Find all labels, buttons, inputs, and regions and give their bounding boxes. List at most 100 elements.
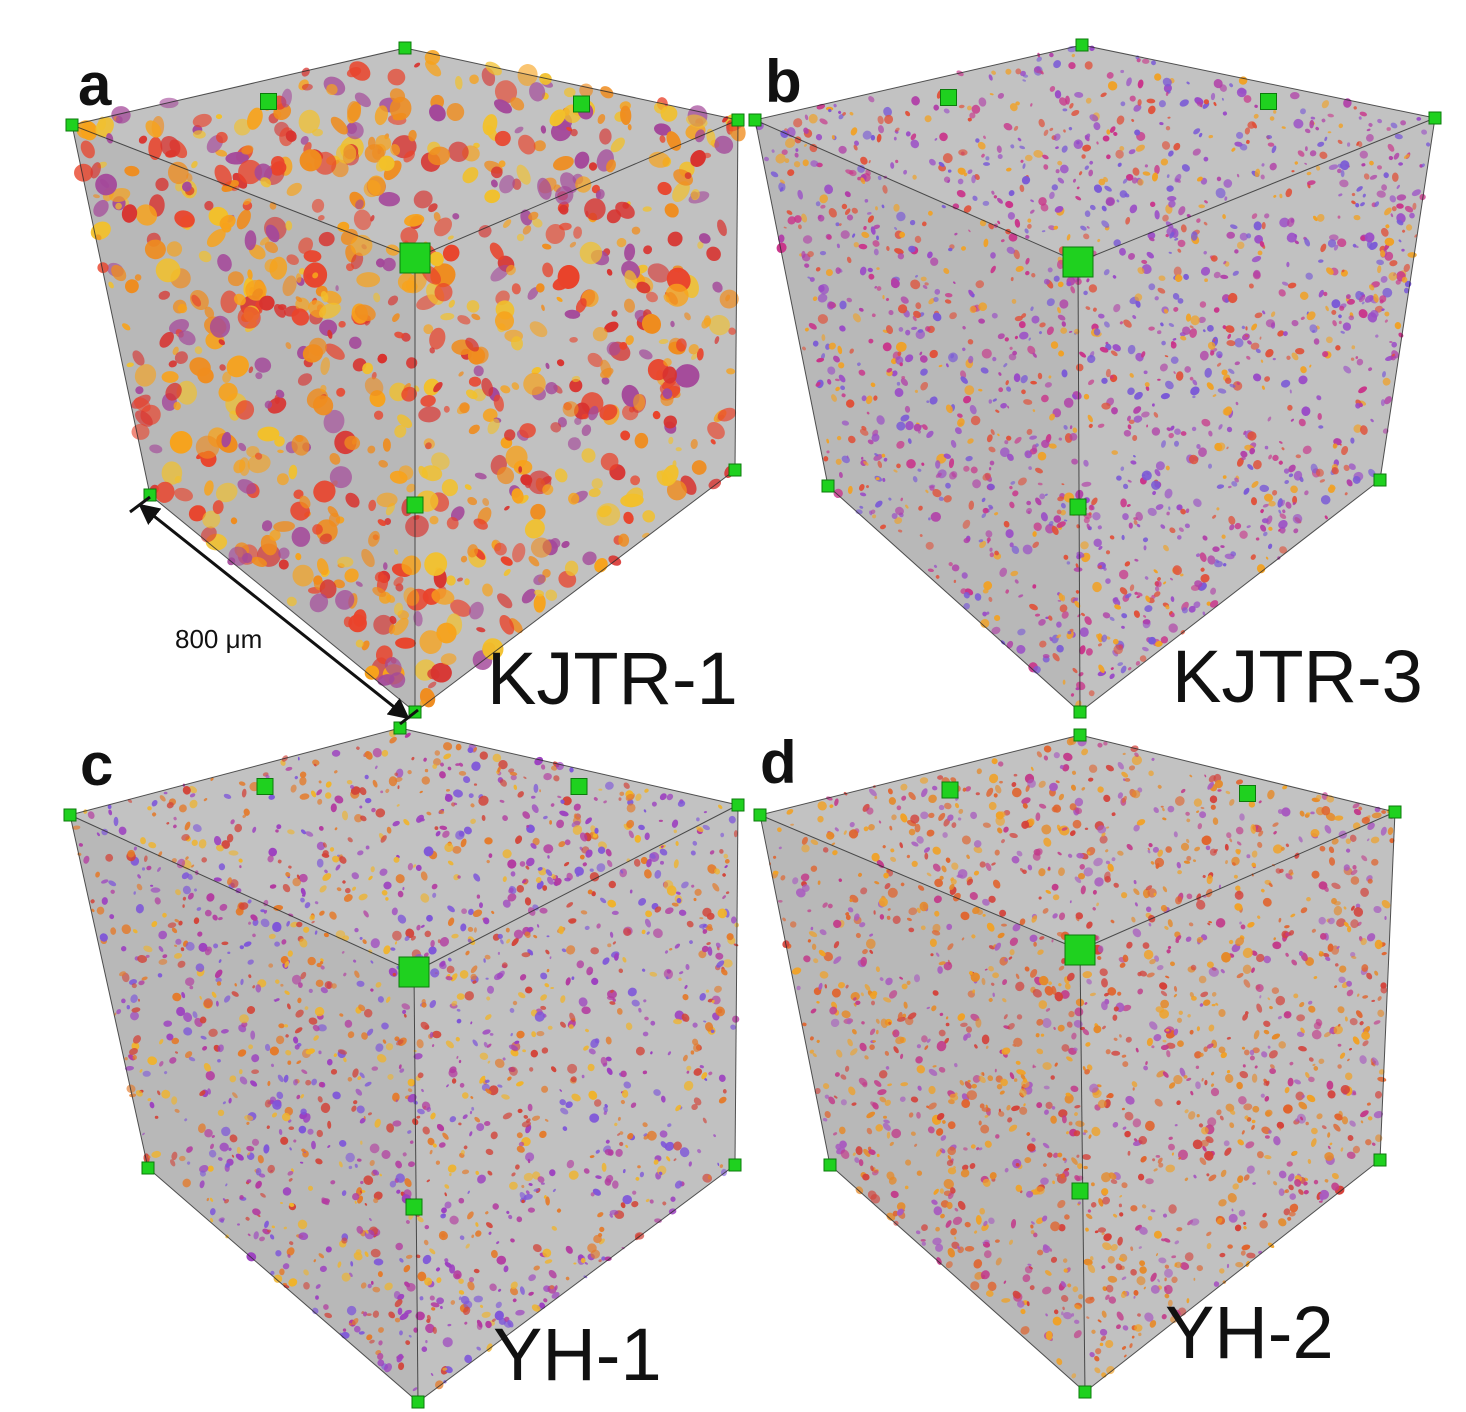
pore-particle [1223,260,1227,265]
pore-particle [448,299,455,308]
pore-particle [1318,289,1324,298]
pore-particle [1009,542,1014,548]
pore-particle [238,442,247,452]
pore-particle [174,210,195,228]
pore-particle [504,429,516,441]
pore-particle [336,387,346,397]
corner-marker [411,1395,425,1409]
pore-particle [359,805,363,809]
pore-particle [107,804,112,810]
pore-particle [1309,150,1317,157]
pore-particle [1272,490,1278,496]
pore-particle [636,281,651,294]
pore-particle [1057,281,1064,288]
pore-particle [1082,144,1092,152]
pore-particle [855,509,863,515]
pore-particle [819,251,827,256]
pore-particle [1248,283,1254,289]
pore-particle [1400,120,1406,126]
pore-particle [587,352,603,368]
pore-particle [533,140,546,152]
pore-particle [547,1025,553,1030]
pore-particle [643,245,653,255]
pore-particle [362,362,374,375]
pore-particle [581,448,596,463]
pore-particle [985,156,990,161]
pore-particle [145,120,162,138]
pore-particle [1247,464,1254,470]
pore-particle [192,113,212,128]
pore-particle [797,189,803,200]
pore-particle [169,431,193,454]
pore-particle [835,222,840,227]
pore-particle [1259,241,1265,247]
pore-particle [819,118,828,125]
pore-particle [967,117,972,122]
pore-particle [1361,163,1366,167]
pore-particle [1411,189,1421,197]
pore-particle [991,626,1001,635]
pore-particle [616,237,627,248]
pore-particle [823,456,829,462]
pore-particle [838,472,843,478]
pore-particle [281,88,292,108]
pore-particle [686,114,708,128]
pore-particle [264,400,273,409]
pore-particle [620,430,631,441]
pore-particle [859,484,865,491]
pore-particle [206,229,226,248]
pore-particle [1026,500,1032,506]
pore-particle [1184,523,1190,529]
pore-particle [857,164,866,173]
corner-marker [748,113,762,127]
pore-particle [1071,109,1080,117]
pore-particle [1351,200,1356,205]
pore-particle [178,330,196,346]
pore-particle [1063,425,1068,430]
pore-particle [1338,320,1342,325]
pore-particle [950,439,957,448]
pore-particle [514,126,524,134]
pore-particle [1061,483,1065,486]
pore-particle [620,105,632,125]
pore-particle [1173,306,1179,312]
pore-particle [176,380,198,405]
pore-particle [1292,495,1298,505]
pore-particle [1162,214,1169,222]
pore-particle [575,298,587,313]
pore-particle [326,83,338,96]
pore-particle [933,296,939,303]
pore-particle [558,204,569,215]
pore-particle [642,206,652,212]
pore-particle [631,226,641,235]
pore-particle [991,190,995,195]
pore-particle [550,422,562,433]
pore-particle [696,348,704,361]
pore-particle [336,143,357,164]
pore-particle [161,461,183,485]
pore-particle [971,293,975,298]
pore-particle [1177,239,1186,248]
pore-particle [1127,424,1132,430]
pore-particle [433,381,443,393]
pore-particle [485,61,502,76]
pore-particle [421,465,443,482]
pore-particle [404,213,425,227]
pore-particle [1145,595,1151,603]
pore-particle [1189,325,1194,329]
pore-particle [1243,487,1250,495]
pore-particle [905,504,909,509]
pore-particle [301,67,310,77]
pore-particle [1253,460,1262,470]
pore-particle [1383,172,1389,179]
pore-particle [858,307,864,312]
pore-particle [993,195,998,199]
pore-particle [473,518,488,530]
pore-particle [226,355,249,378]
pore-particle [378,460,388,468]
pore-particle [504,505,510,511]
pore-particle [167,161,189,185]
pore-particle [1133,519,1138,525]
pore-particle [1398,239,1402,243]
pore-particle [801,213,808,223]
